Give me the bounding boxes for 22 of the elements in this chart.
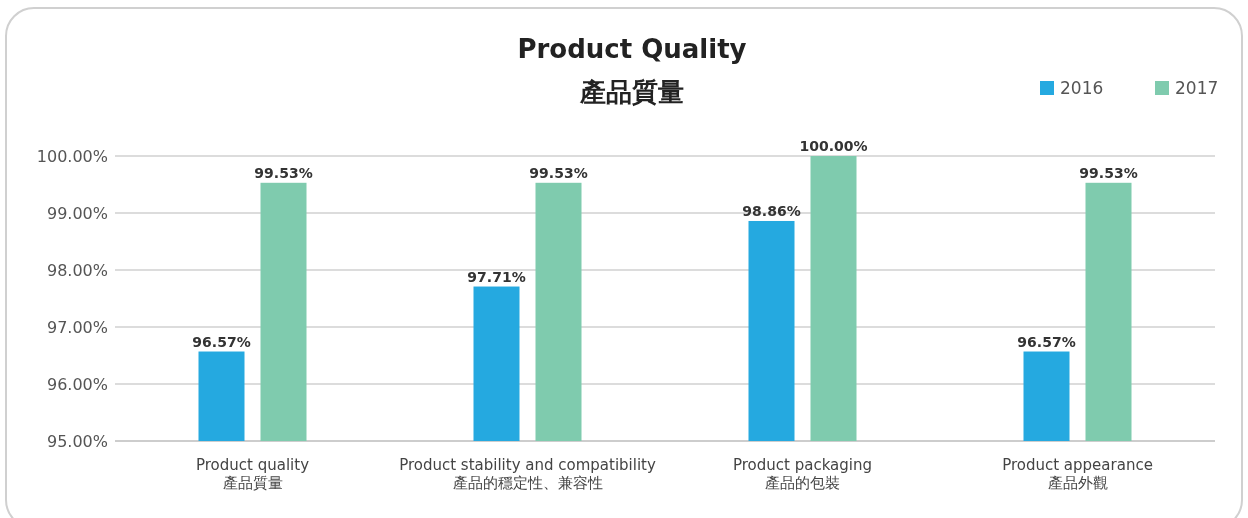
data-label: 96.57% [1017, 333, 1076, 350]
data-label: 96.57% [192, 333, 251, 350]
data-label: 100.00% [799, 138, 868, 154]
data-label: 99.53% [529, 164, 588, 181]
legend-label: 2016 [1060, 78, 1104, 98]
x-tick-label: Product quality 產品質量 [195, 456, 310, 492]
data-label: 97.71% [467, 268, 526, 285]
data-label: 99.53% [254, 164, 313, 181]
chart-subtitle: 產品質量 [579, 77, 684, 107]
y-tick-label: 96.00% [46, 375, 108, 394]
x-tick-label: Product stability and compatibility 產品的穩定性、兼容性 [399, 456, 656, 492]
x-tick-label: Product packaging 產品的包裝 [732, 456, 873, 492]
y-tick-label: 95.00% [46, 432, 108, 451]
legend-label: 2017 [1175, 78, 1219, 98]
x-tick-label: Product appearance 產品外觀 [1002, 456, 1153, 492]
y-tick-label: 97.00% [46, 318, 108, 337]
chart-title: Product Quality [517, 34, 747, 64]
data-label: 99.53% [1079, 164, 1138, 181]
y-tick-label: 98.00% [46, 261, 108, 280]
y-tick-label: 99.00% [46, 204, 108, 223]
data-label: 98.86% [742, 202, 801, 219]
y-tick-label: 100.00% [36, 147, 108, 166]
